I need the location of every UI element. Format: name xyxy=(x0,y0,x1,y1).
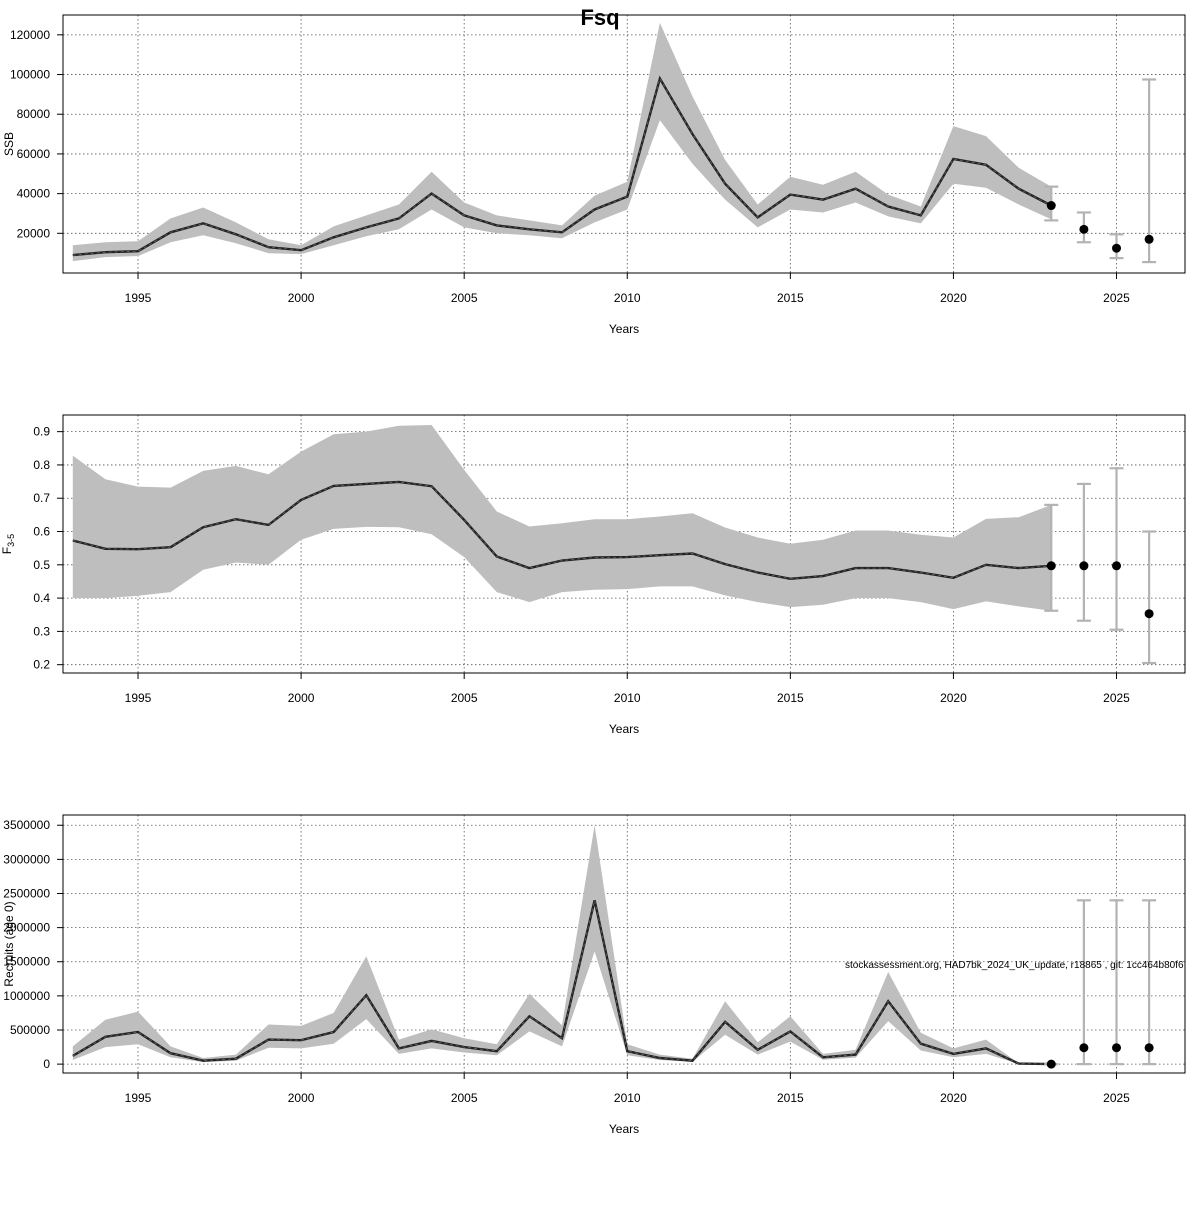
ssb-panel: 1995 2000 2005 2010 2015 2020 2025 20000 40000 60… xyxy=(2,14,1186,336)
x-tick-label: 2005 xyxy=(451,291,478,305)
confidence-band xyxy=(72,22,1052,262)
y-tick-label: 2000000 xyxy=(3,921,50,935)
y-tick-label: 1500000 xyxy=(3,955,50,969)
estimate-line-dashed-overlay xyxy=(72,77,1052,256)
x-tick-label: 1995 xyxy=(125,1091,152,1105)
forecast-point xyxy=(1079,1043,1089,1053)
y-tick-label: 0.3 xyxy=(33,624,50,638)
y-tick-label: 0.8 xyxy=(33,458,50,472)
y-tick-label: 0.5 xyxy=(33,558,50,572)
y-tick-label: 120000 xyxy=(10,28,50,42)
x-axis-title: Years xyxy=(609,1122,639,1136)
estimate-line-dashed-overlay xyxy=(72,900,1052,1065)
x-tick-label: 2010 xyxy=(614,1091,641,1105)
forecast-point xyxy=(1112,243,1122,253)
x-tick-label: 2020 xyxy=(940,691,967,705)
y-axis-title-subscript: 3-5 xyxy=(6,534,16,547)
x-tick-label: 2010 xyxy=(614,291,641,305)
x-tick-label: 1995 xyxy=(125,691,152,705)
y-tick-label: 500000 xyxy=(10,1023,50,1037)
plot-frame xyxy=(62,14,1186,274)
y-axis-title: SSB xyxy=(2,132,16,156)
x-tick-label: 2025 xyxy=(1103,1091,1130,1105)
x-tick-label: 2020 xyxy=(940,1091,967,1105)
forecast-point xyxy=(1046,201,1056,211)
x-tick-label: 2005 xyxy=(451,1091,478,1105)
x-tick-label: 2015 xyxy=(777,691,804,705)
y-tick-label: 80000 xyxy=(17,107,51,121)
forecast-point xyxy=(1046,1059,1056,1069)
x-tick-label: 2025 xyxy=(1103,691,1130,705)
y-tick-label: 0.6 xyxy=(33,525,50,539)
y-tick-label: 20000 xyxy=(17,226,51,240)
y-tick-label: 3000000 xyxy=(3,852,50,866)
y-tick-label: 1000000 xyxy=(3,989,50,1003)
y-tick-label: 0 xyxy=(43,1057,50,1071)
x-tick-label: 2010 xyxy=(614,691,641,705)
forecast-point xyxy=(1144,609,1154,619)
x-tick-label: 2000 xyxy=(288,291,315,305)
y-tick-label: 100000 xyxy=(10,68,50,82)
forecast-point xyxy=(1079,224,1089,234)
y-tick-label: 40000 xyxy=(17,187,51,201)
confidence-band xyxy=(72,425,1052,611)
x-tick-label: 2015 xyxy=(777,291,804,305)
x-tick-label: 2020 xyxy=(940,291,967,305)
x-axis-title: Years xyxy=(609,322,639,336)
recruitment-panel: 1995 2000 2005 2010 2015 2020 2025 0 500000 10000… xyxy=(2,814,1186,1136)
estimate-line-dashed-overlay xyxy=(72,481,1052,580)
fishing-mortality-panel: 1995 2000 2005 2010 2015 2020 2025 0.2 0.3 0.4 0.5… xyxy=(0,414,1186,736)
plot-frame xyxy=(62,814,1186,1074)
y-tick-label: 3500000 xyxy=(3,818,50,832)
x-tick-label: 2005 xyxy=(451,691,478,705)
y-tick-label: 2500000 xyxy=(3,886,50,900)
x-tick-label: 2025 xyxy=(1103,291,1130,305)
forecast-point xyxy=(1144,1043,1154,1053)
confidence-band xyxy=(72,825,1052,1065)
y-tick-label: 0.7 xyxy=(33,491,50,505)
forecast-point xyxy=(1046,561,1056,571)
y-tick-label: 0.4 xyxy=(33,591,50,605)
y-tick-label: 0.2 xyxy=(33,658,50,672)
x-axis-title: Years xyxy=(609,722,639,736)
y-tick-label: 60000 xyxy=(17,147,51,161)
source-footnote: stockassessment.org, HAD7bk_2024_UK_upda… xyxy=(845,960,1184,971)
estimate-line xyxy=(72,900,1052,1066)
figure-title: Fsq xyxy=(580,5,619,30)
x-tick-label: 2000 xyxy=(288,1091,315,1105)
x-tick-label: 2000 xyxy=(288,691,315,705)
forecast-point xyxy=(1112,1043,1122,1053)
y-axis-title: Recruits (age 0) xyxy=(2,901,16,986)
x-tick-label: 1995 xyxy=(125,291,152,305)
x-tick-label: 2015 xyxy=(777,1091,804,1105)
forecast-point xyxy=(1112,561,1122,571)
forecast-point xyxy=(1079,561,1089,571)
forecast-point xyxy=(1144,234,1154,244)
y-tick-label: 0.9 xyxy=(33,425,50,439)
y-axis-title: F3-5 xyxy=(0,534,16,554)
plot-frame xyxy=(62,414,1186,674)
